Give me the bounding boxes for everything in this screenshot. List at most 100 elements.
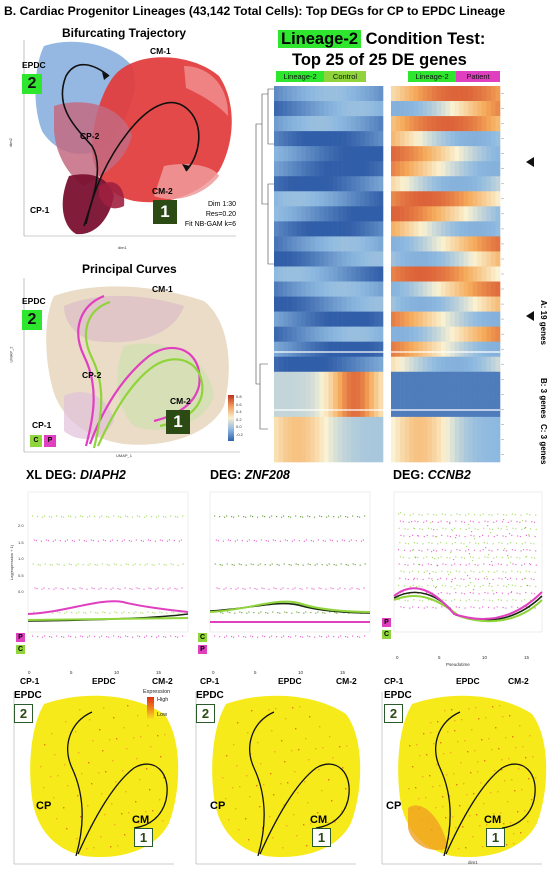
traj-xlabel: dim1: [118, 245, 127, 250]
expr2-label-cm: CM: [310, 814, 328, 826]
deg1-chip-control: C: [16, 645, 25, 654]
heatmap-title-badge: Lineage-2: [278, 30, 362, 48]
deg-title-prefix: XL DEG:: [26, 468, 80, 482]
curves-label-cp2: CP-2: [82, 370, 102, 380]
cluster-label-b: B: 3 genes: [539, 378, 548, 419]
expr2-badge-1: 1: [312, 828, 331, 847]
deg-plots: [27, 491, 543, 638]
deg-plot-2: [209, 491, 371, 638]
curve-control-cm: [96, 358, 204, 447]
deg-title-prefix: DEG:: [393, 468, 428, 482]
traj-label-cm1: CM-1: [150, 46, 171, 56]
expr-legend-bar: [147, 697, 154, 719]
deg-yticks: 2.0 1.5 1.0 0.5 0.0: [18, 518, 24, 601]
expr3-badge-2: 2: [384, 704, 403, 723]
trajectory-plot: [23, 40, 236, 237]
deg-ylabel: Log(expression + 1): [9, 544, 15, 581]
heatmap-plot: [254, 84, 550, 464]
deg-title-1: XL DEG: DIAPH2: [26, 468, 126, 482]
traj-label-cp2: CP-2: [80, 131, 100, 141]
curves-label-cp1: CP-1: [32, 420, 52, 430]
deg2-chip-patient: P: [198, 645, 207, 654]
expr1-label-cp: CP: [36, 800, 52, 812]
expr3-badge-1: 1: [486, 828, 505, 847]
curves-chip-control: C: [30, 435, 42, 447]
deg2-axis-cm2: CM-2: [336, 676, 357, 686]
param-dim: Dim 1:30: [207, 201, 236, 208]
expr1-badge-2: 2: [14, 704, 33, 723]
curve-patient-cm: [88, 346, 201, 445]
heatmap-title-rest: Condition Test:: [361, 30, 486, 48]
curves-legend-tick: 0.0: [236, 424, 242, 430]
curves-color-legend: [228, 395, 234, 441]
deg-title-2: DEG: ZNF208: [210, 468, 290, 482]
expr2-badge-2: 2: [196, 704, 215, 723]
expr3-label-cp: CP: [386, 800, 402, 812]
traj-badge-2: 2: [22, 74, 42, 94]
curve-control-epdc: [84, 300, 111, 449]
deg-ytick: 0.5: [18, 572, 24, 578]
deg-ytick: 2.0: [18, 523, 24, 528]
deg-xlabel: Pseudotime: [446, 662, 470, 667]
deg-curve-control: [27, 617, 189, 621]
curves-label-epdc: EPDC: [22, 296, 46, 306]
expr2-label-epdc: EPDC: [196, 690, 224, 701]
expr2-label-cp: CP: [210, 800, 226, 812]
param-res: Res=0.20: [205, 211, 236, 218]
heatmap-subtitle: Top 25 of 25 DE genes: [292, 51, 467, 69]
deg-xtick: 15: [340, 670, 346, 675]
expression-plots: [13, 692, 547, 865]
traj-badge-1: 1: [153, 200, 177, 224]
deg1-axis-cm2: CM-2: [152, 676, 173, 686]
deg-title-prefix: DEG:: [210, 468, 245, 482]
traj-ylabel: dim2: [7, 138, 13, 147]
deg-gene-name: DIAPH2: [79, 468, 126, 482]
expr1-badge-1: 1: [134, 828, 153, 847]
deg-title-3: DEG: CCNB2: [393, 468, 471, 482]
trajectory-line-cm: [85, 102, 200, 225]
traj-label-cp1: CP-1: [30, 205, 50, 215]
curves-xlabel: UMAP_1: [116, 453, 133, 458]
curves-legend-tick: -0.2: [236, 431, 243, 437]
expr1-label-epdc: EPDC: [14, 690, 42, 701]
deg3-axis-cm2: CM-2: [508, 676, 529, 686]
deg-xtick: 5: [254, 670, 257, 675]
deg3-axis-epdc: EPDC: [456, 676, 480, 686]
curves-badge-1: 1: [166, 410, 190, 434]
traj-label-epdc: EPDC: [22, 60, 46, 70]
deg-xtick: 0: [396, 655, 399, 660]
expression-umap-3: [381, 692, 547, 865]
deg-plot-1: [27, 491, 189, 638]
deg2-chip-control: C: [198, 633, 207, 642]
curves-legend-ticks: 0.8 0.6 0.4 0.2 0.0 -0.2: [236, 393, 243, 439]
figure-title: B. Cardiac Progenitor Lineages (43,142 T…: [4, 4, 506, 18]
curves-legend-tick: 0.2: [236, 416, 242, 422]
expr-legend-low: Low: [157, 712, 168, 718]
curves-label-cm1: CM-1: [152, 284, 173, 294]
deg3-chip-control: C: [382, 630, 391, 639]
deg-xtick: 0: [212, 670, 215, 675]
curves-ylabel: UMAP_2: [8, 346, 14, 363]
deg2-axis-cp1: CP-1: [200, 676, 220, 686]
traj-params: Dim 1:30 Res=0.20 Fit NB-GAM k=6: [180, 200, 236, 230]
curves-badge-2: 2: [22, 310, 42, 330]
deg-xtick: 5: [438, 655, 441, 660]
curves-plot: [23, 278, 240, 453]
deg-xtick: 15: [156, 670, 162, 675]
deg-ytick: 1.0: [18, 556, 24, 561]
arrow-marker-icon: [526, 311, 534, 321]
deg-gene-name: ZNF208: [244, 468, 290, 482]
arrow-marker-icon: [526, 157, 534, 167]
deg-xtick: 10: [114, 670, 120, 675]
deg1-axis-epdc: EPDC: [92, 676, 116, 686]
deg-xtick: 15: [524, 655, 530, 660]
deg-plot-3: [393, 491, 543, 633]
expr3-label-epdc: EPDC: [384, 690, 412, 701]
param-fit: Fit NB-GAM k=6: [184, 221, 236, 228]
deg3-axis-cp1: CP-1: [384, 676, 404, 686]
expr1-label-cm: CM: [132, 814, 150, 826]
deg-curve-control: [209, 600, 371, 613]
deg2-axis-epdc: EPDC: [278, 676, 302, 686]
cluster-label-c: C: 3 genes: [539, 424, 548, 465]
deg-gene-name: CCNB2: [427, 468, 471, 482]
